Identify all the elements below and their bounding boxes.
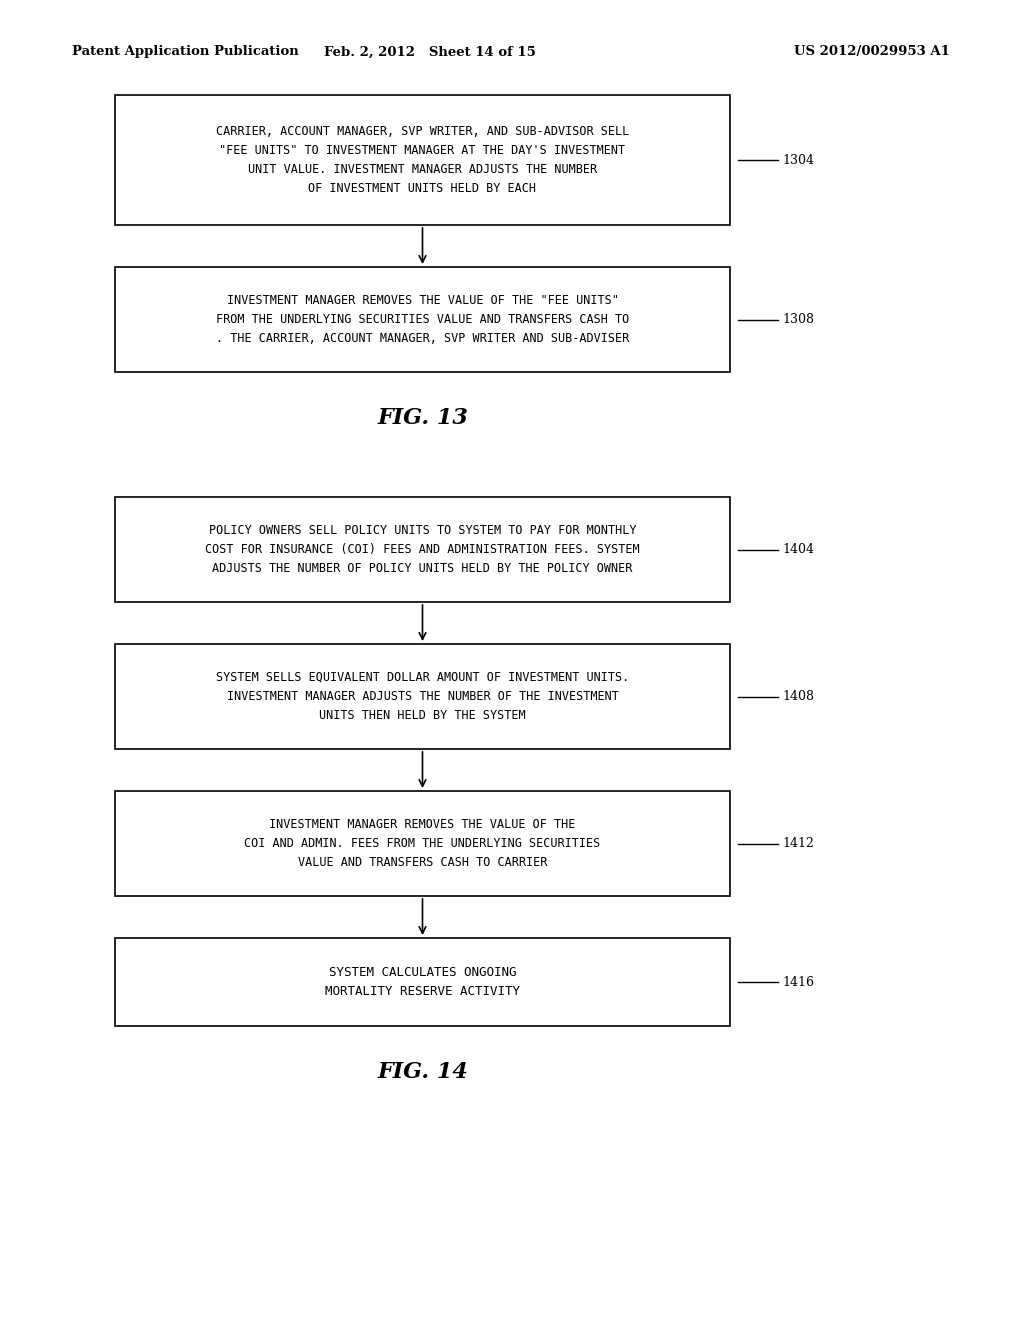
Text: CARRIER, ACCOUNT MANAGER, SVP WRITER, AND SUB-ADVISOR SELL
"FEE UNITS" TO INVEST: CARRIER, ACCOUNT MANAGER, SVP WRITER, AN…	[216, 125, 629, 195]
Bar	[115, 95, 730, 224]
Text: Feb. 2, 2012   Sheet 14 of 15: Feb. 2, 2012 Sheet 14 of 15	[324, 45, 536, 58]
Text: 1412: 1412	[782, 837, 814, 850]
Text: 1408: 1408	[782, 690, 814, 704]
Text: Patent Application Publication: Patent Application Publication	[72, 45, 299, 58]
Text: 1304: 1304	[782, 153, 814, 166]
Text: POLICY OWNERS SELL POLICY UNITS TO SYSTEM TO PAY FOR MONTHLY
COST FOR INSURANCE : POLICY OWNERS SELL POLICY UNITS TO SYSTE…	[205, 524, 640, 576]
Bar	[115, 939, 730, 1026]
Text: 1308: 1308	[782, 313, 814, 326]
Text: 1404: 1404	[782, 543, 814, 556]
Text: INVESTMENT MANAGER REMOVES THE VALUE OF THE
COI AND ADMIN. FEES FROM THE UNDERLY: INVESTMENT MANAGER REMOVES THE VALUE OF …	[245, 818, 601, 869]
Bar	[115, 644, 730, 748]
Text: SYSTEM CALCULATES ONGOING
MORTALITY RESERVE ACTIVITY: SYSTEM CALCULATES ONGOING MORTALITY RESE…	[325, 966, 520, 998]
Text: SYSTEM SELLS EQUIVALENT DOLLAR AMOUNT OF INVESTMENT UNITS.
INVESTMENT MANAGER AD: SYSTEM SELLS EQUIVALENT DOLLAR AMOUNT OF…	[216, 671, 629, 722]
Text: FIG. 13: FIG. 13	[377, 407, 468, 429]
Bar	[115, 498, 730, 602]
Text: INVESTMENT MANAGER REMOVES THE VALUE OF THE "FEE UNITS"
FROM THE UNDERLYING SECU: INVESTMENT MANAGER REMOVES THE VALUE OF …	[216, 294, 629, 345]
Text: FIG. 14: FIG. 14	[377, 1061, 468, 1082]
Text: 1416: 1416	[782, 975, 814, 989]
Bar	[115, 791, 730, 896]
Bar	[115, 267, 730, 372]
Text: US 2012/0029953 A1: US 2012/0029953 A1	[795, 45, 950, 58]
